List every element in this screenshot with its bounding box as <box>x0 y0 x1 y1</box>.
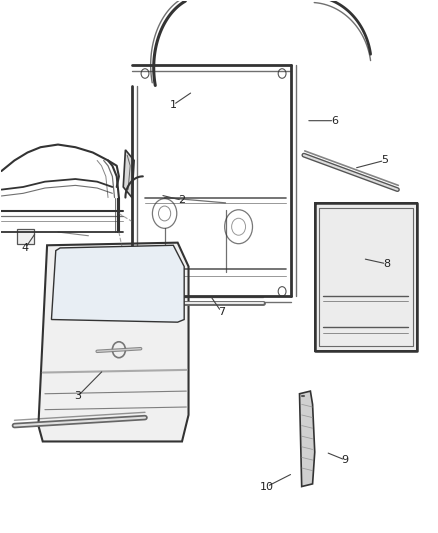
Circle shape <box>390 233 396 241</box>
Circle shape <box>390 244 396 252</box>
Circle shape <box>390 254 396 263</box>
Circle shape <box>346 215 353 223</box>
Circle shape <box>346 244 353 252</box>
Circle shape <box>368 215 375 223</box>
Circle shape <box>368 222 375 231</box>
Circle shape <box>390 270 396 279</box>
Circle shape <box>324 244 331 252</box>
Polygon shape <box>123 150 134 198</box>
Text: 8: 8 <box>383 259 390 269</box>
Text: 5: 5 <box>381 156 388 165</box>
Polygon shape <box>315 203 417 351</box>
Circle shape <box>324 262 331 271</box>
Text: 10: 10 <box>260 481 274 491</box>
Circle shape <box>324 233 331 241</box>
Circle shape <box>324 215 331 223</box>
Polygon shape <box>51 245 184 322</box>
Circle shape <box>324 222 331 231</box>
Polygon shape <box>39 243 188 441</box>
Text: 3: 3 <box>74 391 81 401</box>
Circle shape <box>368 233 375 241</box>
Circle shape <box>346 262 353 271</box>
Circle shape <box>368 270 375 279</box>
Circle shape <box>390 222 396 231</box>
FancyBboxPatch shape <box>17 229 34 244</box>
Circle shape <box>346 233 353 241</box>
Text: 4: 4 <box>22 243 29 253</box>
Circle shape <box>324 254 331 263</box>
Circle shape <box>346 222 353 231</box>
Text: 7: 7 <box>218 306 225 317</box>
Circle shape <box>368 244 375 252</box>
Circle shape <box>346 270 353 279</box>
Circle shape <box>368 262 375 271</box>
Text: 1: 1 <box>170 100 177 110</box>
Circle shape <box>346 254 353 263</box>
Polygon shape <box>300 391 315 487</box>
Circle shape <box>390 262 396 271</box>
Circle shape <box>390 215 396 223</box>
Text: 9: 9 <box>342 455 349 465</box>
Text: 2: 2 <box>178 195 186 205</box>
Circle shape <box>324 270 331 279</box>
Text: 6: 6 <box>331 116 338 126</box>
Circle shape <box>368 254 375 263</box>
